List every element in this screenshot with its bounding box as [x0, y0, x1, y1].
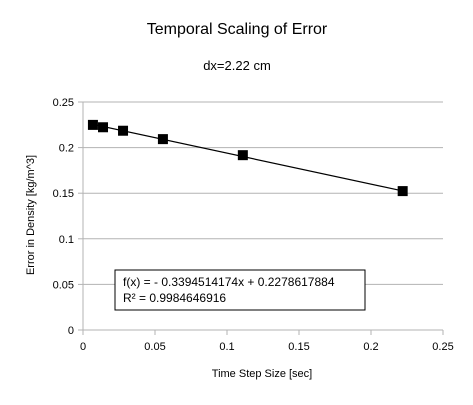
trendline-equation-box: f(x) = - 0.3394514174x + 0.2278617884 R²…	[114, 269, 366, 311]
x-tick-label: 0.05	[144, 341, 165, 353]
y-tick-label: 0.15	[53, 188, 74, 200]
data-point	[98, 122, 109, 133]
trendline-equation: f(x) = - 0.3394514174x + 0.2278617884	[123, 275, 335, 289]
trendline-r-squared: R² = 0.9984646916	[123, 291, 226, 305]
y-tick-label: 0.1	[59, 234, 74, 246]
x-tick-label: 0.15	[288, 341, 309, 353]
data-point	[87, 119, 98, 130]
data-points	[87, 119, 408, 197]
y-tick-label: 0.05	[53, 279, 74, 291]
data-point	[237, 150, 248, 161]
tick-labels: 0 0.05 0.1 0.15 0.2 0.25 0 0.05 0.1 0.15 0.2 0.25	[53, 97, 454, 353]
chart-title: Temporal Scaling of Error	[147, 21, 328, 38]
y-tick-label: 0.25	[53, 97, 74, 109]
chart-subtitle: dx=2.22 cm	[203, 58, 271, 73]
data-point	[397, 186, 408, 197]
x-tick-label: 0.25	[432, 341, 453, 353]
data-point	[157, 134, 168, 145]
equation-box-frame	[114, 269, 366, 311]
x-axis-title: Time Step Size [sec]	[212, 368, 312, 380]
y-tick-label: 0.2	[59, 143, 74, 155]
data-point	[118, 125, 129, 136]
x-tick-label: 0.1	[219, 341, 234, 353]
y-tick-label: 0	[68, 325, 74, 337]
y-axis-title: Error in Density [kg/m^3]	[25, 155, 37, 275]
x-tick-label: 0.2	[363, 341, 378, 353]
axes	[78, 101, 444, 335]
x-tick-label: 0	[80, 341, 86, 353]
